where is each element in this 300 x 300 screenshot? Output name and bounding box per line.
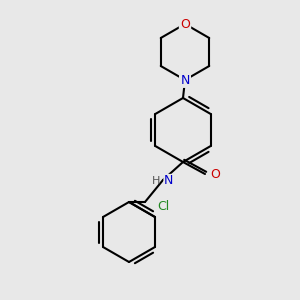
Text: N: N xyxy=(180,74,190,86)
Text: N: N xyxy=(164,175,173,188)
Text: Cl: Cl xyxy=(157,200,169,213)
Text: H: H xyxy=(152,176,160,186)
Text: O: O xyxy=(210,167,220,181)
Text: N: N xyxy=(180,74,190,86)
Text: O: O xyxy=(180,17,190,31)
